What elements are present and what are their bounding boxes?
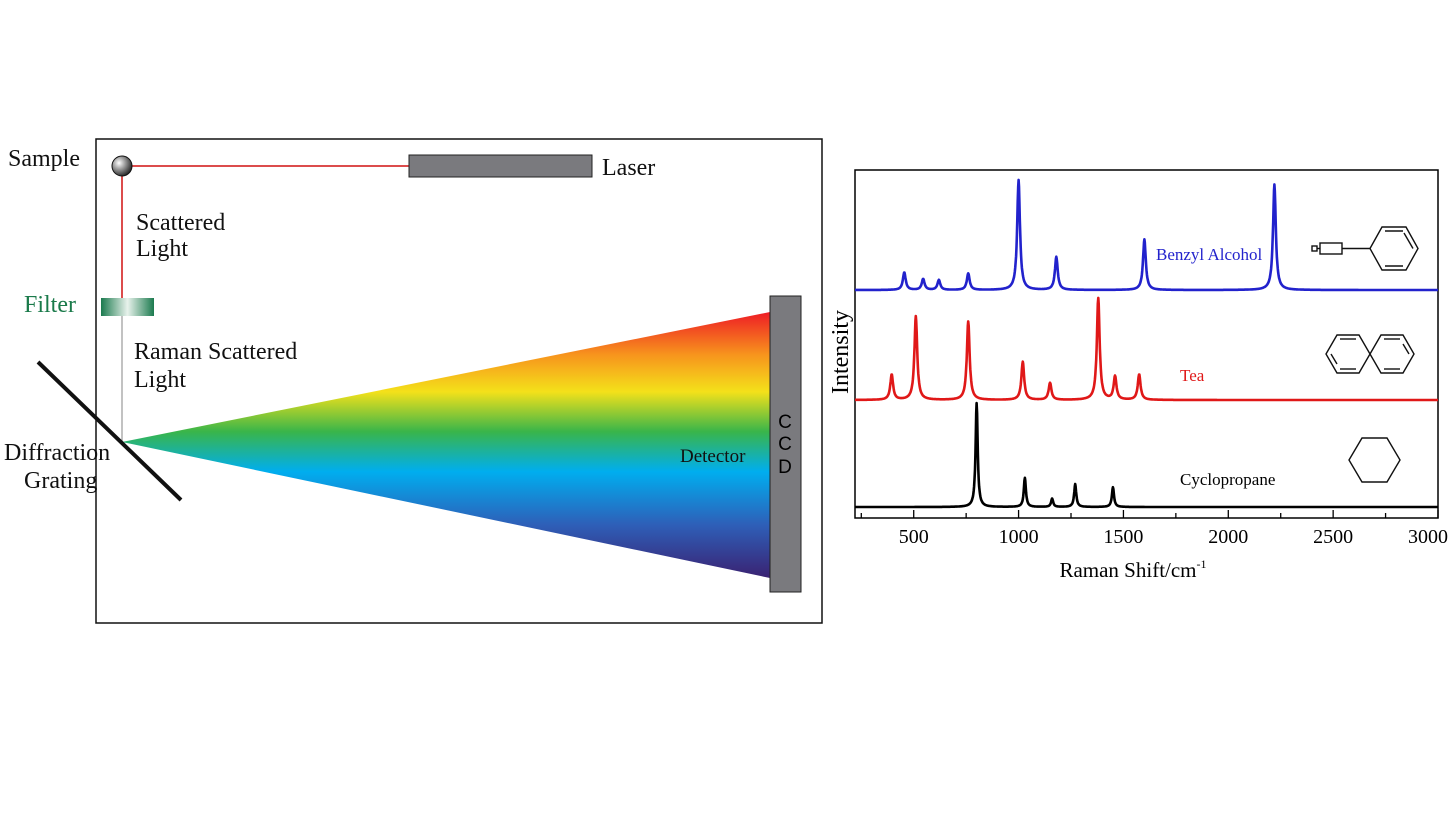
x-tick-label: 3000 xyxy=(1408,526,1448,548)
filter-block xyxy=(101,298,154,316)
scattered-light-label-line1: Scattered xyxy=(136,210,225,236)
grating-label-line2: Grating xyxy=(24,468,97,494)
x-tick-label: 2500 xyxy=(1313,526,1353,548)
spectra-lines xyxy=(854,178,1439,509)
ccd-letter-c1: C xyxy=(778,412,792,433)
naphthalene-structure-icon xyxy=(1325,334,1415,374)
x-axis-ticks xyxy=(860,510,1439,518)
grating-label-line1: Diffraction xyxy=(4,440,110,466)
spectrum-line-cyclopropane xyxy=(854,401,1439,509)
ccd-detector xyxy=(769,295,802,593)
laser-label: Laser xyxy=(602,155,655,181)
series-label-cyclopropane: Cyclopropane xyxy=(1180,470,1275,489)
filter-label: Filter xyxy=(24,292,76,318)
detector-label: Detector xyxy=(680,446,746,467)
plot-frame xyxy=(854,169,1439,519)
sample-label: Sample xyxy=(8,146,80,172)
spectrum-line-benzyl-alcohol xyxy=(854,178,1439,292)
laser-body xyxy=(408,154,593,178)
x-tick-label: 1000 xyxy=(999,526,1039,548)
cyclohexane-structure-icon xyxy=(1348,437,1401,483)
x-axis-tick-labels: 500 1000 1500 2000 2500 3000 xyxy=(899,526,1448,548)
series-label-benzyl-alcohol: Benzyl Alcohol xyxy=(1156,245,1263,264)
scattered-light-label-line2: Light xyxy=(136,236,188,262)
spectrometer-diagram: Sample Laser Scattered Light Filter Rama… xyxy=(4,138,823,624)
raman-spectra-chart: 500 1000 1500 2000 2500 3000 Raman Shift/cm-1… xyxy=(828,169,1448,582)
sample-sphere xyxy=(111,155,133,177)
dispersed-spectrum xyxy=(122,312,770,578)
spectrum-line-tea xyxy=(854,296,1439,402)
x-axis-label: Raman Shift/cm-1 xyxy=(1059,557,1206,582)
x-tick-label: 2000 xyxy=(1208,526,1248,548)
x-tick-label: 500 xyxy=(899,526,929,548)
x-tick-label: 1500 xyxy=(1103,526,1143,548)
series-label-tea: Tea xyxy=(1180,366,1205,385)
y-axis-label: Intensity xyxy=(828,310,854,394)
ccd-letter-d: D xyxy=(778,457,792,478)
ccd-letter-c2: C xyxy=(778,434,792,455)
raman-light-label-line1: Raman Scattered xyxy=(134,339,297,365)
diffraction-grating xyxy=(36,360,183,502)
raman-light-label-line2: Light xyxy=(134,367,186,393)
diagram-frame xyxy=(95,138,823,624)
benzyl-alcohol-structure-icon xyxy=(1311,226,1419,271)
